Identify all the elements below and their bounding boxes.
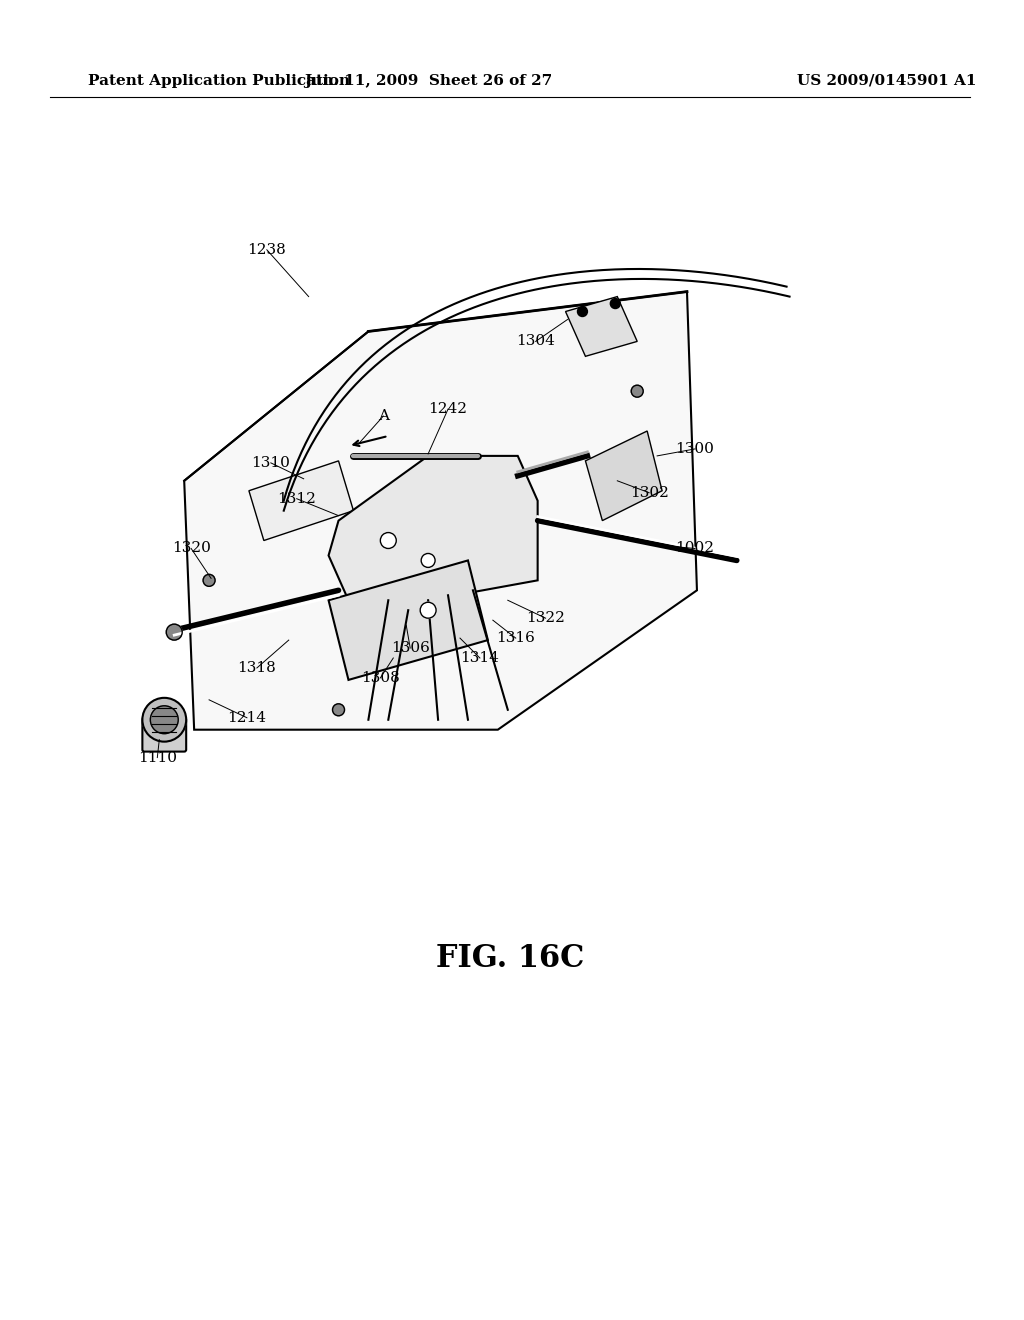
Circle shape — [380, 532, 396, 549]
Circle shape — [421, 553, 435, 568]
Circle shape — [610, 298, 621, 309]
Polygon shape — [586, 432, 663, 520]
Text: 1002: 1002 — [676, 541, 715, 556]
Polygon shape — [249, 461, 353, 540]
Text: A: A — [378, 409, 389, 424]
Text: Jun. 11, 2009  Sheet 26 of 27: Jun. 11, 2009 Sheet 26 of 27 — [304, 74, 552, 87]
Text: 1316: 1316 — [497, 631, 536, 645]
Text: 1306: 1306 — [391, 642, 430, 655]
Circle shape — [142, 698, 186, 742]
Text: 1238: 1238 — [248, 243, 286, 257]
Polygon shape — [329, 561, 487, 680]
Text: 1320: 1320 — [172, 541, 211, 556]
Polygon shape — [329, 455, 538, 601]
Text: 1300: 1300 — [676, 442, 715, 455]
Text: 1310: 1310 — [251, 455, 290, 470]
Circle shape — [166, 624, 182, 640]
Text: 1304: 1304 — [516, 334, 555, 348]
Circle shape — [333, 704, 344, 715]
Text: 1302: 1302 — [630, 486, 669, 500]
Text: Patent Application Publication: Patent Application Publication — [88, 74, 349, 87]
Text: 1110: 1110 — [138, 751, 177, 764]
FancyBboxPatch shape — [142, 718, 186, 751]
Circle shape — [631, 385, 643, 397]
Circle shape — [420, 602, 436, 618]
Text: 1308: 1308 — [361, 671, 399, 685]
Text: 1314: 1314 — [461, 651, 500, 665]
Text: 1312: 1312 — [278, 492, 316, 506]
Text: 1214: 1214 — [227, 710, 266, 725]
Circle shape — [203, 574, 215, 586]
Text: FIG. 16C: FIG. 16C — [435, 944, 584, 974]
Circle shape — [578, 306, 588, 317]
Text: 1318: 1318 — [238, 661, 276, 675]
Circle shape — [151, 706, 178, 734]
Text: 1242: 1242 — [428, 403, 468, 416]
Polygon shape — [184, 292, 697, 730]
Text: 1322: 1322 — [526, 611, 565, 626]
Polygon shape — [565, 297, 637, 356]
Text: US 2009/0145901 A1: US 2009/0145901 A1 — [797, 74, 976, 87]
